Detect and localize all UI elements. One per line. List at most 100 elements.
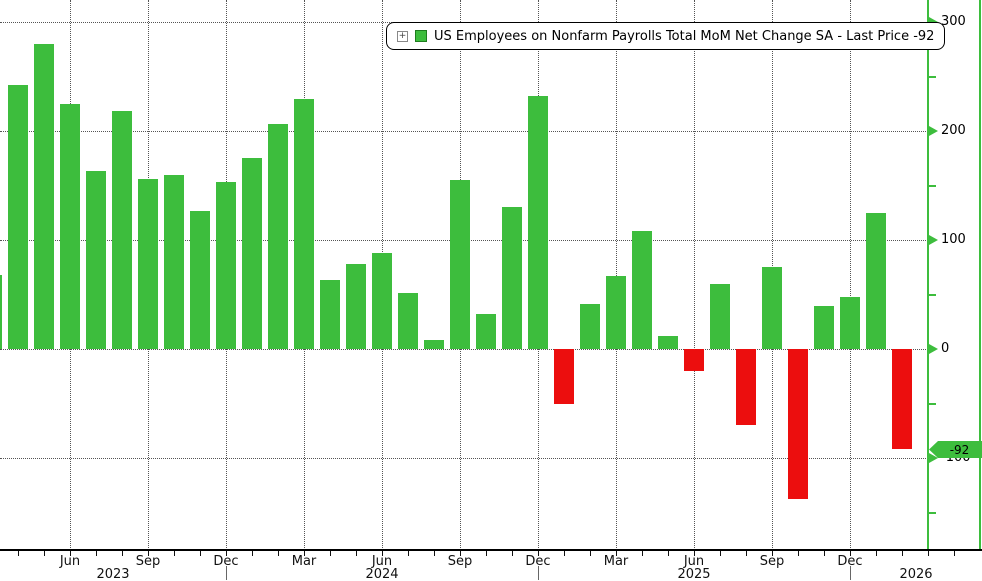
x-axis-label-Jun-15: Jun xyxy=(371,554,393,569)
x-axis-month-tick-20 xyxy=(512,551,513,556)
gridline-horizontal-200 xyxy=(0,131,928,132)
x-axis-month-tick-27 xyxy=(694,551,695,556)
x-axis-month-tick-10 xyxy=(252,551,253,556)
bar-nov-2025 xyxy=(814,306,834,349)
bar-sep-2024 xyxy=(450,180,470,349)
bar-jul-2025 xyxy=(710,283,730,349)
x-axis-label-Mar-24: Mar xyxy=(603,554,629,569)
y-axis-label-100: 100 xyxy=(941,232,966,247)
x-axis-month-tick-16 xyxy=(408,551,409,556)
bar-dec-2023 xyxy=(216,182,236,349)
gridline-horizontal-0 xyxy=(0,349,928,350)
bar-jan-2026 xyxy=(866,212,886,349)
year-label-2024: 2024 xyxy=(365,567,399,581)
bar-feb-2024 xyxy=(268,124,288,349)
x-axis-month-tick-35 xyxy=(902,551,903,556)
x-axis-month-tick-1 xyxy=(18,551,19,556)
x-axis-month-tick-34 xyxy=(876,551,877,556)
x-axis-month-tick-22 xyxy=(564,551,565,556)
x-axis-month-tick-15 xyxy=(382,551,383,556)
y-axis-label-0: 0 xyxy=(941,341,950,356)
x-axis-month-tick-36 xyxy=(928,551,929,556)
year-label-2023: 2023 xyxy=(96,567,130,581)
x-axis-month-tick-32 xyxy=(824,551,825,556)
x-axis-month-tick-14 xyxy=(356,551,357,556)
x-axis-month-tick-24 xyxy=(616,551,617,556)
x-axis-label-Mar-12: Mar xyxy=(291,554,317,569)
x-axis-month-tick-3 xyxy=(70,551,71,556)
last-price-tag: -92 xyxy=(929,441,982,458)
bar-apr-2023 xyxy=(8,85,28,349)
x-axis-month-tick-19 xyxy=(486,551,487,556)
x-axis-month-tick-23 xyxy=(590,551,591,556)
bar-mar-2024 xyxy=(294,99,314,349)
bar-mar-2023 xyxy=(0,274,2,349)
y-axis-minor-tick-150 xyxy=(928,184,936,187)
y-axis-tick-arrow-200 xyxy=(929,126,938,136)
x-axis-month-tick-18 xyxy=(460,551,461,556)
bar-jul-2023 xyxy=(86,171,106,349)
y-axis-tick-arrow-100 xyxy=(929,235,938,245)
x-axis-month-tick-13 xyxy=(330,551,331,556)
series-swatch-icon xyxy=(415,30,427,42)
year-label-2026: 2026 xyxy=(899,567,933,581)
x-axis-month-tick-33 xyxy=(850,551,851,556)
x-axis-month-tick-29 xyxy=(746,551,747,556)
bar-sep-2023 xyxy=(138,178,158,349)
bar-jun-2025 xyxy=(684,349,704,371)
bar-jun-2023 xyxy=(60,103,80,349)
bar-jun-2024 xyxy=(372,253,392,349)
bar-dec-2024 xyxy=(528,96,548,349)
x-axis-month-tick-12 xyxy=(304,551,305,556)
y-axis-tick-arrow-0 xyxy=(929,344,938,354)
x-axis-month-tick-17 xyxy=(434,551,435,556)
x-axis-month-tick-5 xyxy=(122,551,123,556)
bar-sep-2025 xyxy=(762,267,782,349)
x-axis-month-tick-2 xyxy=(44,551,45,556)
x-axis-month-tick-6 xyxy=(148,551,149,556)
x-axis-month-tick-8 xyxy=(200,551,201,556)
x-axis-month-tick-21 xyxy=(538,551,539,556)
bar-aug-2025 xyxy=(736,349,756,426)
bar-feb-2025 xyxy=(580,304,600,349)
x-axis-month-tick-7 xyxy=(174,551,175,556)
year-separator-2024 xyxy=(538,566,539,580)
bar-may-2023 xyxy=(34,43,54,349)
legend[interactable]: + US Employees on Nonfarm Payrolls Total… xyxy=(386,22,946,50)
x-axis-label-Jun-3: Jun xyxy=(59,554,81,569)
x-axis-month-tick-25 xyxy=(642,551,643,556)
bar-feb-2026 xyxy=(892,349,912,450)
y-axis-line xyxy=(927,0,929,551)
x-axis-label-Sep-30: Sep xyxy=(759,554,785,569)
gridline-vertical-Dec-33 xyxy=(850,0,851,550)
x-axis-month-tick-4 xyxy=(96,551,97,556)
bar-may-2024 xyxy=(346,263,366,349)
x-axis-label-Sep-18: Sep xyxy=(447,554,473,569)
bar-nov-2023 xyxy=(190,210,210,349)
gridline-vertical-Mar-24 xyxy=(616,0,617,550)
x-axis-label-Sep-6: Sep xyxy=(135,554,161,569)
year-label-2025: 2025 xyxy=(677,567,711,581)
expand-icon[interactable]: + xyxy=(397,30,408,42)
x-axis-month-tick-11 xyxy=(278,551,279,556)
y-axis-minor-tick-250 xyxy=(928,75,936,78)
bar-apr-2025 xyxy=(632,231,652,349)
x-axis-label-Dec-21: Dec xyxy=(525,554,551,569)
x-axis-month-tick-30 xyxy=(772,551,773,556)
y-axis-minor-tick-50 xyxy=(928,293,936,296)
bar-jan-2025 xyxy=(554,349,574,404)
y-axis-minor-tick--50 xyxy=(928,402,936,405)
bar-apr-2024 xyxy=(320,280,340,349)
y-axis-label-300: 300 xyxy=(941,14,966,29)
year-separator-2023 xyxy=(226,566,227,580)
gridline-horizontal--100 xyxy=(0,458,928,459)
x-axis-month-tick-26 xyxy=(668,551,669,556)
x-axis-month-tick-28 xyxy=(720,551,721,556)
x-axis-line xyxy=(0,549,982,551)
gridline-vertical-Jun-27 xyxy=(694,0,695,550)
y-axis-tick-arrow--100 xyxy=(929,453,938,463)
bar-dec-2025 xyxy=(840,296,860,349)
year-separator-2025 xyxy=(850,566,851,580)
y-axis-minor-tick--150 xyxy=(928,511,936,514)
